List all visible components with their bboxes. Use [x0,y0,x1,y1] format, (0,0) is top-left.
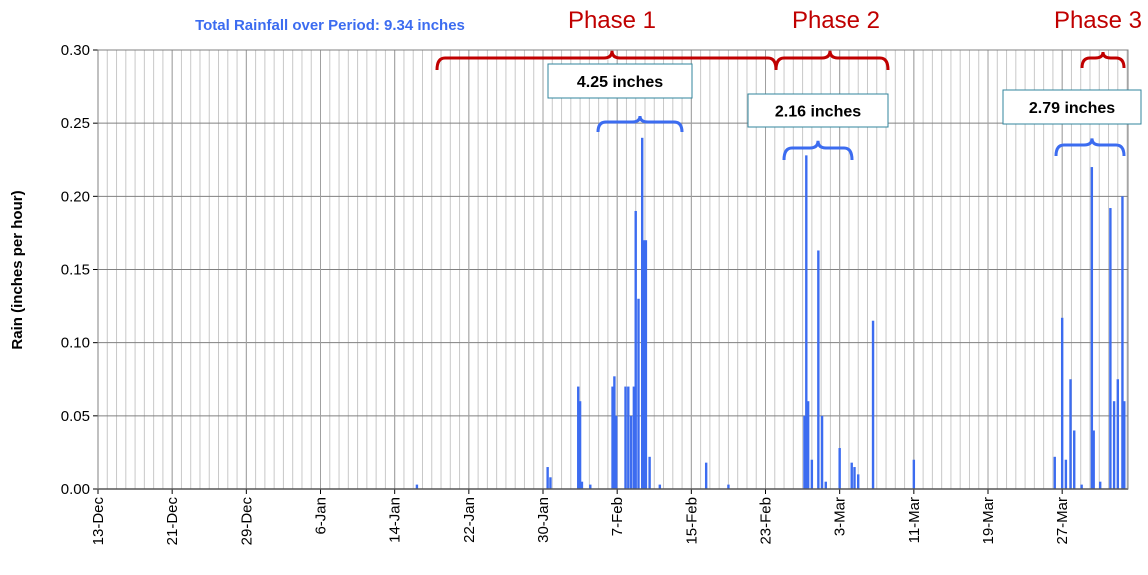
phase-brace [1080,51,1126,69]
bar [912,459,916,489]
bar [637,298,640,489]
bar [627,386,630,489]
bar [1116,379,1120,489]
bar [805,155,808,490]
bar [641,137,644,490]
bar [577,386,580,489]
bar [1064,459,1068,489]
bar [1121,196,1124,490]
bar [1069,379,1072,489]
bar [806,401,810,489]
bar [824,481,827,489]
phase-label: Phase 3 [1054,7,1142,34]
total-label: 2.16 inches [775,104,861,121]
plot-frame [97,49,1129,490]
y-tick-label: 0.20 [61,188,90,205]
y-tick-label: 0.15 [61,262,90,279]
bars [98,137,1128,490]
y-tick-label: 0.25 [61,115,90,132]
bar [1109,208,1112,490]
bar [634,210,637,489]
bar [871,320,875,489]
bar [1060,317,1064,489]
bar [1073,430,1076,489]
x-tick-label: 15-Feb [683,497,700,545]
bar [1112,401,1116,489]
bar [648,456,651,489]
x-tick-label: 21-Dec [164,497,181,546]
bar [613,376,616,489]
bar [853,467,856,489]
chart-title: Total Rainfall over Period: 9.34 inches [195,17,465,34]
y-axis-label: Rain (inches per hour) [9,190,26,349]
y-tick-label: 0.00 [61,481,90,498]
bar [1098,481,1102,489]
x-tick-label: 27-Mar [1054,497,1071,545]
x-tick-label: 22-Jan [461,497,478,543]
y-tick-label: 0.10 [61,335,90,352]
total-box [547,63,693,99]
bar [1080,484,1083,489]
total-brace [782,140,854,161]
phase-label: Phase 2 [792,7,880,34]
bar [546,467,549,489]
x-tick-label: 30-Jan [535,497,552,543]
bar [838,448,841,489]
bar [632,386,636,489]
bar [578,401,582,489]
bar [1123,401,1126,489]
bar [624,386,627,489]
total-label: 2.79 inches [1029,100,1115,117]
total-box [1002,89,1142,125]
total-brace [1054,138,1126,157]
x-tick-label: 29-Dec [238,497,255,546]
bar [1092,430,1095,489]
x-tick-label: 3-Mar [832,497,849,536]
total-box [747,93,889,128]
phase-label: Phase 1 [568,7,656,34]
bar [704,462,708,489]
total-brace [596,115,684,133]
bar [1090,167,1094,490]
x-tick-label: 13-Dec [90,497,107,546]
x-tick-label: 6-Jan [313,497,330,535]
bar [658,484,662,489]
total-label: 4.25 inches [577,74,663,91]
bar [820,415,824,489]
bar [589,484,592,489]
bar [611,386,614,489]
bar [644,240,648,489]
bar [580,481,584,489]
bar [642,240,646,489]
phase-brace [435,50,778,71]
bar [629,415,633,489]
bar [615,415,618,489]
x-tick-label: 14-Jan [387,497,404,543]
annotations: Phase 1 Phase 2 Phase 3 4.25 inches 2.16 inc… [435,7,1142,161]
bar [415,484,419,489]
y-tick-label: 0.05 [61,408,90,425]
bar [817,250,820,489]
y-tick-label: 0.30 [61,42,90,59]
phase-brace [774,50,890,71]
bar [803,415,806,489]
bar [810,459,814,489]
bar [549,477,552,489]
bar [857,474,860,489]
bar [850,462,853,489]
x-tick-label: 19-Mar [980,497,997,545]
bar [727,484,730,489]
x-tick-label: 7-Feb [609,497,626,536]
x-tick-label: 11-Mar [906,497,923,543]
x-tick-label: 23-Feb [758,497,775,545]
bar [1053,456,1056,489]
